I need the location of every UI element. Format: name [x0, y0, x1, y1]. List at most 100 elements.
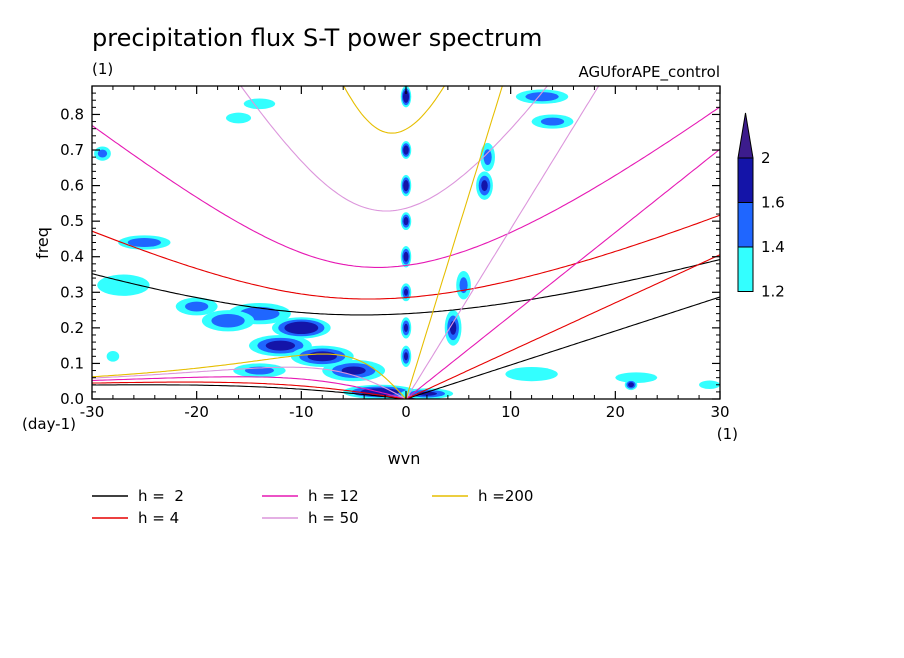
- y-tick-label: 0.3: [60, 283, 84, 301]
- power-level-fill: [403, 179, 409, 192]
- colorbar-swatch: [737, 246, 754, 292]
- power-blob: [400, 246, 412, 268]
- colorbar-label: 1.4: [761, 238, 785, 256]
- power-level-fill: [284, 321, 319, 335]
- colorbar-swatch: [737, 202, 754, 248]
- colorbar-label: 2: [761, 149, 771, 167]
- colorbar-label: 1.2: [761, 283, 785, 301]
- legend-entry: h = 12: [308, 487, 359, 505]
- legend-entry: h = 50: [308, 509, 359, 527]
- power-level-fill: [97, 274, 150, 296]
- power-blob: [400, 86, 412, 108]
- y-tick-label: 0.5: [60, 212, 84, 230]
- dispersion-line: [405, 296, 720, 399]
- dispersion-line: [405, 254, 720, 399]
- y-tick-label: 0.8: [60, 105, 84, 123]
- x-axis-label: wvn: [388, 449, 421, 468]
- power-blob: [400, 388, 454, 399]
- x-tick-label: 0: [401, 403, 411, 421]
- x-tick-label: -30: [80, 403, 105, 421]
- power-level-fill: [540, 117, 565, 126]
- dispersion-line: [92, 353, 407, 399]
- y-tick-label: 0.7: [60, 141, 84, 159]
- x-tick-label: 10: [501, 403, 520, 421]
- power-blob: [400, 317, 412, 339]
- power-blob: [243, 98, 276, 110]
- power-blob: [225, 112, 252, 124]
- power-level-fill: [225, 112, 252, 124]
- dispersion-line: [405, 86, 503, 399]
- power-level-fill: [483, 149, 492, 166]
- power-blob: [201, 310, 255, 332]
- power-blob: [400, 141, 412, 159]
- dispersion-line: [92, 384, 407, 399]
- power-blob: [97, 274, 150, 296]
- colorbar-swatch: [737, 157, 754, 203]
- dispersion-curve-h4: [92, 214, 720, 399]
- power-blob: [531, 114, 574, 129]
- dispersion-curves: [92, 86, 720, 399]
- dispersion-line: [92, 376, 407, 399]
- dispersion-line: [405, 86, 600, 399]
- dispersion-curve-h2: [92, 258, 720, 399]
- chart-title: precipitation flux S-T power spectrum: [92, 24, 542, 52]
- power-level-fill: [243, 98, 276, 110]
- power-blob: [624, 379, 638, 391]
- power-level-fill: [403, 288, 409, 296]
- x-unit-label: (1): [717, 425, 738, 443]
- dispersion-line: [405, 148, 720, 399]
- power-level-fill: [265, 340, 296, 351]
- y-axis-ticks: 0.0 0.1 0.2 0.3 0.4 0.5 0.6 0.7 0.8: [60, 92, 720, 408]
- power-level-fill: [403, 251, 409, 262]
- power-blob: [400, 174, 412, 197]
- power-level-fill: [127, 237, 161, 248]
- dispersion-curve-h12: [92, 106, 720, 399]
- power-blob: [505, 366, 558, 382]
- power-blob: [233, 363, 286, 378]
- power-level-fill: [106, 350, 120, 362]
- power-level-fill: [211, 313, 245, 328]
- x-tick-label: 20: [606, 403, 625, 421]
- power-level-fill: [341, 366, 366, 375]
- power-blob: [106, 350, 120, 362]
- x-tick-label: -20: [184, 403, 209, 421]
- y-tick-label: 0.1: [60, 354, 84, 372]
- power-blob: [272, 317, 331, 339]
- power-level-fill: [525, 92, 559, 102]
- y-axis-label: freq: [33, 227, 52, 259]
- power-level-fill: [615, 372, 658, 383]
- power-blob: [118, 235, 171, 250]
- power-blob: [456, 270, 471, 300]
- x-axis-ticks: -30 -20 -10 0 10 20 30: [80, 86, 730, 421]
- power-level-fill: [459, 277, 468, 294]
- legend-entry: h = 4: [138, 509, 179, 527]
- power-blob: [476, 171, 493, 200]
- power-blob: [94, 146, 111, 161]
- y-tick-label: 0.0: [60, 390, 84, 408]
- power-blob: [400, 212, 412, 231]
- dispersion-line: [343, 86, 446, 134]
- x-tick-label: -10: [289, 403, 314, 421]
- power-level-fill: [699, 380, 720, 390]
- power-level-fill: [481, 180, 488, 192]
- power-level-fill: [402, 90, 410, 103]
- power-level-fill: [403, 145, 409, 155]
- power-level-fill: [307, 351, 337, 362]
- dispersion-line: [92, 106, 720, 268]
- colorbar: 2 1.6 1.4 1.2: [737, 112, 785, 301]
- power-level-fill: [505, 366, 558, 382]
- x-tick-label: 30: [710, 403, 729, 421]
- power-blob: [400, 345, 412, 367]
- legend: h = 2 h = 4 h = 12 h = 50 h =200: [92, 487, 533, 527]
- y-tick-label: 0.4: [60, 248, 84, 266]
- power-level-fill: [403, 323, 409, 332]
- dispersion-curve-h200: [92, 86, 503, 399]
- dispersion-line: [92, 258, 720, 316]
- colorbar-extend-triangle: [737, 112, 754, 159]
- power-blob: [615, 372, 658, 383]
- legend-entry: h = 2: [138, 487, 184, 505]
- y-unit-label: (day-1): [22, 415, 76, 433]
- dispersion-line: [240, 86, 549, 212]
- power-blob: [699, 380, 720, 390]
